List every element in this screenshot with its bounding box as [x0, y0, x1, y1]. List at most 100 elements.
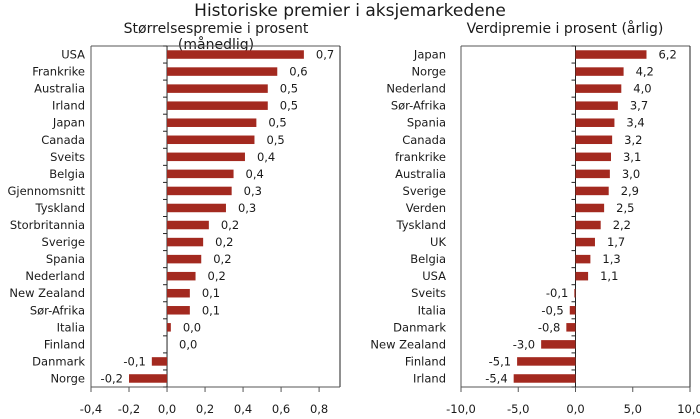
right-panel-title: Verdipremie i prosent (årlig) [466, 21, 664, 37]
right-chart: -10,0 -5,0 0,0 5,0 10,0 Japan 6,2 Norge 4,2 Neder… [370, 45, 700, 416]
category-label: Finland [44, 337, 85, 351]
data-label: -3,0 [513, 337, 535, 351]
category-label: Storbritannia [10, 218, 85, 232]
data-label: 0,2 [221, 218, 239, 232]
data-label: 4,0 [633, 82, 651, 96]
category-label: Danmark [393, 320, 446, 334]
category-label: Danmark [32, 354, 85, 368]
bar [167, 118, 257, 127]
data-label: 0,0 [183, 320, 201, 334]
data-label: 1,7 [607, 235, 625, 249]
data-label: 0,5 [266, 133, 284, 147]
bar [574, 288, 576, 298]
data-label: 3,4 [626, 116, 644, 130]
data-label: 0,3 [244, 184, 262, 198]
bar [566, 323, 576, 332]
category-label: Australia [395, 167, 446, 181]
data-label: 4,2 [636, 65, 654, 79]
category-label: Canada [41, 133, 85, 147]
bar [167, 306, 190, 315]
bar [575, 203, 605, 213]
category-label: frankrike [395, 150, 446, 164]
bar [167, 323, 171, 332]
bar [167, 50, 304, 59]
category-label: Finland [405, 354, 446, 368]
bar [167, 186, 232, 196]
category-label: Sør-Afrika [391, 99, 446, 113]
data-label: 0,2 [213, 252, 231, 266]
data-label: 2,9 [621, 184, 639, 198]
data-label: -0,2 [101, 371, 123, 385]
bar [167, 237, 204, 247]
bar [151, 357, 168, 366]
category-label: Spania [46, 252, 85, 266]
bar [575, 254, 591, 264]
bar [167, 271, 196, 281]
left-chart: -0,4 -0,2 0,0 0,2 0,4 0,6 0,8 USA 0,7 Frankrike 0,… [8, 45, 341, 416]
category-label: Canada [402, 133, 446, 147]
x-tick-label: 0,2 [196, 402, 214, 416]
data-label: 0,1 [202, 286, 220, 300]
x-tick-label: 5,0 [624, 402, 642, 416]
data-label: 0,5 [268, 116, 286, 130]
data-label: -0,1 [546, 286, 568, 300]
bar [167, 84, 268, 93]
category-label: USA [61, 48, 85, 62]
left-panel-title: Størrelsespremie i prosent (månedlig) [123, 21, 309, 53]
data-label: 0,5 [280, 82, 298, 96]
data-label: 0,1 [202, 303, 220, 317]
bar [575, 50, 647, 59]
category-label: Verden [406, 201, 446, 215]
data-label: 0,4 [246, 167, 264, 181]
bar [167, 254, 202, 264]
bar [575, 101, 618, 110]
bar [575, 220, 601, 230]
data-label: 2,2 [613, 218, 631, 232]
category-label: New Zealand [9, 286, 85, 300]
bar [513, 374, 576, 383]
category-label: Frankrike [32, 65, 85, 79]
bar [541, 340, 576, 349]
main-title: Historiske premier i aksjemarkedene [194, 1, 506, 21]
data-label: 2,5 [616, 201, 634, 215]
bar [517, 357, 576, 366]
data-label: 0,3 [238, 201, 256, 215]
bar [167, 220, 209, 230]
data-label: 0,0 [179, 337, 197, 351]
category-label: Japan [413, 48, 446, 62]
x-tick-label: 10,0 [677, 402, 700, 416]
data-label: 1,1 [600, 269, 618, 283]
data-label: 6,2 [658, 48, 676, 62]
data-label: 0,2 [215, 235, 233, 249]
x-tick-label: 0,0 [566, 402, 584, 416]
category-label: Norge [411, 65, 446, 79]
x-tick-label: 0,8 [310, 402, 328, 416]
category-label: Italia [418, 303, 446, 317]
data-label: 0,5 [280, 99, 298, 113]
bar [575, 271, 589, 281]
category-label: USA [422, 269, 446, 283]
data-label: 0,7 [316, 48, 334, 62]
category-label: Sverige [403, 184, 446, 198]
category-label: New Zealand [370, 337, 446, 351]
x-tick-label: -10,0 [446, 402, 476, 416]
category-label: Sveits [411, 286, 446, 300]
data-label: -0,8 [538, 320, 560, 334]
category-label: Tyskland [395, 218, 446, 232]
data-label: 0,2 [208, 269, 226, 283]
x-tick-label: 0,6 [272, 402, 290, 416]
category-label: Nederland [386, 82, 446, 96]
data-label: 0,4 [257, 150, 275, 164]
category-label: Australia [34, 82, 85, 96]
data-label: 0,6 [289, 65, 307, 79]
category-label: Sverige [42, 235, 85, 249]
bar [575, 84, 622, 93]
category-label: UK [430, 235, 446, 249]
data-label: -0,1 [123, 354, 145, 368]
x-tick-label: -0,4 [80, 402, 102, 416]
x-tick-label: 0,4 [234, 402, 252, 416]
data-label: -0,5 [541, 303, 563, 317]
category-label: Japan [52, 116, 85, 130]
data-label: 3,0 [622, 167, 640, 181]
data-label: -5,1 [489, 354, 511, 368]
